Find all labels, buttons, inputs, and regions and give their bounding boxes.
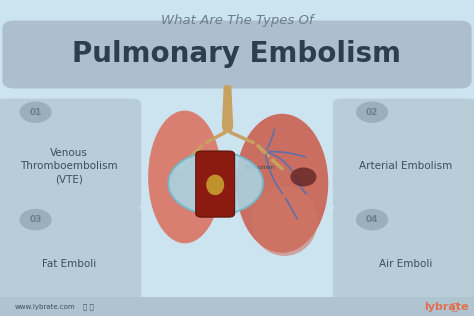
FancyBboxPatch shape [196,151,235,217]
FancyBboxPatch shape [333,99,474,210]
Text: What Are The Types Of: What Are The Types Of [161,14,313,27]
Text: Venous
Thromboembolism
(VTE): Venous Thromboembolism (VTE) [20,148,118,184]
Circle shape [356,209,388,230]
Text: Air Emboli: Air Emboli [379,258,432,269]
Text: www.lybrate.com: www.lybrate.com [14,304,75,309]
Text: Fat Emboli: Fat Emboli [42,258,96,269]
Circle shape [19,209,52,230]
Text: ⓔ: ⓔ [451,301,457,312]
Text: Embolism: Embolism [240,165,275,174]
Text: 04: 04 [366,215,378,224]
FancyBboxPatch shape [2,21,472,88]
FancyBboxPatch shape [0,99,141,210]
Circle shape [19,101,52,123]
Text: Arterial Embolism: Arterial Embolism [359,161,452,171]
FancyBboxPatch shape [0,297,474,316]
Text: 02: 02 [366,108,378,117]
Text: Pulmonary Embolism: Pulmonary Embolism [73,40,401,68]
Circle shape [168,152,263,215]
Ellipse shape [236,114,328,253]
Text: lybrate: lybrate [424,301,469,312]
FancyBboxPatch shape [333,206,474,301]
FancyBboxPatch shape [0,206,141,301]
Circle shape [356,101,388,123]
Text: 01: 01 [29,108,42,117]
Text: 03: 03 [29,215,42,224]
Ellipse shape [148,111,222,243]
Polygon shape [222,85,233,133]
Ellipse shape [206,174,224,195]
Text: 📱 🍎: 📱 🍎 [83,304,94,310]
Ellipse shape [251,186,318,256]
Ellipse shape [290,167,317,186]
